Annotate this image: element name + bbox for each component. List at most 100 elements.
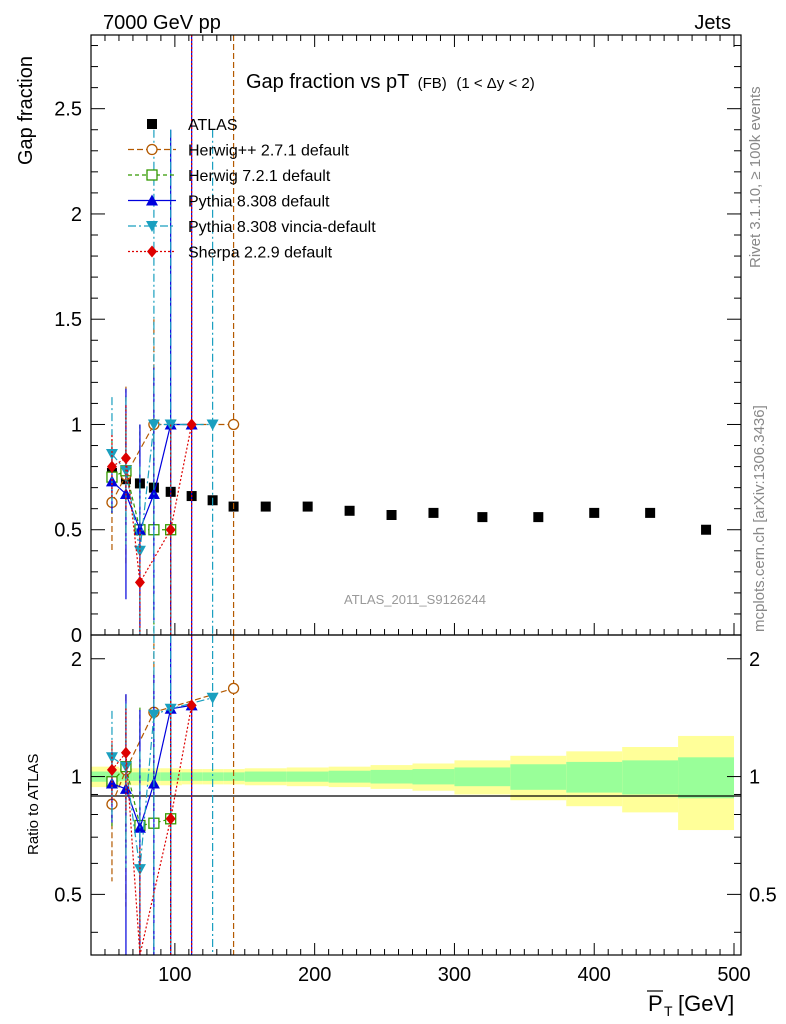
x-axis-title: P T [GeV]	[647, 990, 734, 1019]
ratio-series-sherpa-2-2-9-default	[106, 635, 197, 956]
data-point	[134, 576, 145, 589]
legend-marker	[147, 119, 157, 129]
data-point	[106, 460, 117, 473]
data-point	[105, 448, 118, 460]
ratio-data-point	[106, 763, 117, 776]
y-tick-label: 0.5	[54, 520, 82, 542]
legend-label: Herwig++ 2.7.1 default	[188, 143, 350, 160]
legend-marker	[147, 245, 157, 258]
ratio-data-point	[165, 812, 176, 825]
atlas-data-point	[260, 501, 271, 512]
ratio-data-point	[147, 709, 160, 721]
y-axis-title: Gap fraction	[15, 56, 37, 165]
y-tick-label: 1	[71, 414, 82, 436]
chart-title-main: Gap fraction vs pT	[246, 71, 409, 93]
atlas-data-point	[589, 507, 600, 518]
ratio-band-inner-bin	[223, 772, 245, 781]
x-axis-title-t: T	[664, 1003, 673, 1019]
ratio-band-inner-bin	[370, 769, 413, 784]
ratio-data-point	[133, 864, 146, 876]
ratio-band-inner-bin	[202, 772, 224, 781]
atlas-data-point	[645, 507, 656, 518]
ratio-band-inner-bin	[566, 761, 623, 793]
ratio-plot	[90, 634, 742, 956]
legend-entry-herwig-7-2-1-default: Herwig 7.2.1 default	[128, 168, 331, 185]
series-atlas	[106, 467, 712, 535]
ratio-series-herwig-2-7-1-default	[106, 635, 240, 955]
ratio-data-point	[105, 777, 118, 789]
series-herwig-7-2-1-default	[106, 407, 177, 635]
ratio-data-point	[227, 682, 240, 695]
ratio-band-inner-bin	[412, 769, 455, 785]
legend-entry-pythia-8-308-default: Pythia 8.308 default	[128, 194, 330, 211]
header-right: Jets	[694, 12, 731, 34]
rivet-label: Rivet 3.1.10, ≥ 100k events	[747, 86, 764, 268]
atlas-data-point	[344, 505, 355, 516]
ratio-tick-label: 0.5	[54, 884, 82, 906]
atlas-data-point	[386, 510, 397, 520]
ratio-band-inner-bin	[510, 764, 567, 790]
legend-label: Pythia 8.308 default	[188, 194, 330, 211]
ratio-tick-label: 2	[71, 649, 82, 671]
ratio-band-inner-bin	[454, 767, 511, 787]
legend-label: Sherpa 2.2.9 default	[188, 245, 333, 262]
data-point	[120, 452, 131, 465]
x-axis-title-p: P	[648, 991, 663, 1016]
legend-label: Pythia 8.308 vincia-default	[188, 219, 376, 236]
ratio-band-inner-bin	[181, 772, 203, 781]
legend-entry-sherpa-2-2-9-default: Sherpa 2.2.9 default	[128, 245, 333, 262]
legend-marker	[146, 194, 158, 206]
ratio-plot-frame	[90, 634, 742, 956]
x-tick-label: 300	[438, 964, 471, 986]
y-tick-label: 1.5	[54, 309, 82, 331]
data-point	[165, 523, 176, 536]
ratio-data-point	[119, 761, 132, 773]
atlas-data-point	[477, 512, 488, 523]
ratio-series-pythia-8-308-default	[105, 635, 198, 955]
legend-entry-herwig-2-7-1-default: Herwig++ 2.7.1 default	[128, 143, 350, 160]
ratio-data-point	[186, 699, 197, 712]
ratio-y-axis-title: Ratio to ATLAS	[25, 754, 42, 855]
axes: 100 200 300 400 500 0 0.5 1 1.5 2 2.5 0.5 0.5 1 1 2 2	[54, 35, 777, 986]
legend-label: ATLAS	[188, 117, 238, 134]
legend-label: Herwig 7.2.1 default	[188, 168, 331, 185]
ratio-tick-label-right: 0.5	[749, 884, 777, 906]
ratio-band-inner-bin	[244, 771, 287, 782]
y-tick-label: 2	[71, 204, 82, 226]
main-plot-marks	[105, 35, 712, 635]
atlas-data-point	[428, 507, 439, 518]
analysis-watermark: ATLAS_2011_S9126244	[344, 592, 486, 607]
y-tick-label: 2.5	[54, 99, 82, 121]
x-axis-title-unit: [GeV]	[678, 991, 734, 1016]
data-point	[206, 419, 219, 431]
ratio-band-inner-bin	[328, 770, 371, 783]
ratio-data-point	[206, 692, 219, 704]
mcplots-label: mcplots.cern.ch [arXiv:1306.3436]	[751, 405, 768, 632]
chart-title: Gap fraction vs pT (FB) (1 < Δy < 2)	[246, 71, 535, 93]
series-line	[111, 423, 213, 551]
x-tick-label: 200	[298, 964, 331, 986]
ratio-series-line	[111, 687, 234, 805]
ratio-band-inner-bin	[622, 760, 679, 795]
chart-title-range: (1 < Δy < 2)	[456, 75, 534, 92]
atlas-data-point	[533, 512, 544, 523]
ratio-band	[91, 735, 735, 831]
legend-entry-atlas: ATLAS	[147, 117, 238, 134]
atlas-data-point	[701, 524, 712, 535]
y-tick-label: 0	[71, 625, 82, 647]
ratio-tick-label-right: 2	[749, 649, 760, 671]
chart-title-sub: (FB)	[418, 75, 447, 92]
x-tick-label: 500	[717, 964, 750, 986]
x-tick-label: 100	[158, 964, 191, 986]
ratio-band-inner-bin	[160, 772, 182, 781]
ratio-tick-label-right: 1	[749, 767, 760, 789]
atlas-data-point	[302, 501, 313, 512]
legend-marker	[146, 221, 158, 232]
legend: ATLAS Herwig++ 2.7.1 default Herwig 7.2.1 …	[128, 117, 376, 262]
data-point	[186, 418, 197, 431]
ratio-data-point	[120, 746, 131, 759]
series-sherpa-2-2-9-default	[106, 35, 197, 635]
ratio-tick-label: 1	[71, 767, 82, 789]
ratio-plot-marks	[105, 635, 240, 956]
